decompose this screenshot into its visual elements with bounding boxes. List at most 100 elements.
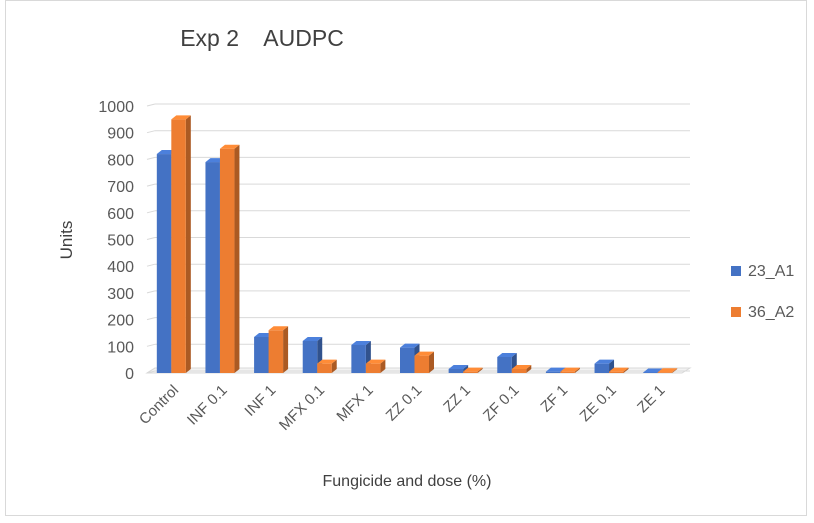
legend-label: 23_A1	[748, 263, 794, 280]
x-tick-label: ZF 1	[537, 382, 571, 416]
gridline-depth	[146, 210, 156, 214]
bar-top	[365, 359, 386, 364]
y-tick-label: 500	[107, 233, 134, 250]
bar-side	[185, 115, 191, 373]
bar-side	[526, 364, 532, 373]
bar-top	[594, 359, 615, 364]
x-tick-label: ZZ 0.1	[383, 382, 426, 425]
x-tick-label: INF 0.1	[184, 382, 231, 429]
bar-top	[609, 367, 629, 372]
bar-side	[672, 368, 678, 373]
bar-front	[365, 363, 381, 373]
bar-front	[448, 368, 464, 373]
bar-front	[643, 372, 658, 373]
legend-item: 36_A2	[731, 304, 794, 321]
bar-front	[171, 119, 186, 373]
x-tick-label: ZE 1	[634, 382, 668, 416]
bar-36_A2-ZZ-1	[463, 367, 483, 373]
x-tick-label: ZZ 1	[440, 382, 474, 416]
bar-front	[497, 356, 512, 373]
bar-top	[448, 364, 469, 369]
bar-36_A2-ZF-0.1	[511, 364, 532, 373]
y-tick-label: 800	[107, 152, 134, 169]
y-tick-label: 600	[107, 206, 134, 223]
x-tick-label: ZF 0.1	[480, 382, 523, 425]
y-tick-label: 700	[107, 179, 134, 196]
gridline-depth	[146, 343, 156, 347]
bar-side	[623, 367, 629, 373]
y-tick-label: 300	[107, 286, 134, 303]
bar-front	[317, 363, 332, 373]
bar-front	[302, 340, 318, 373]
bar-front	[511, 368, 527, 373]
legend-item: 23_A1	[731, 263, 794, 280]
bar-36_A2-ZE-1	[657, 368, 678, 373]
legend-swatch	[731, 307, 741, 317]
bar-side	[283, 326, 289, 373]
bar-36_A2-INF-1	[268, 326, 289, 373]
legend: 23_A1 36_A2	[731, 263, 794, 321]
bar-front	[268, 330, 284, 373]
bar-top	[560, 367, 580, 372]
x-tick-label: MFX 0.1	[276, 382, 328, 434]
bar-top	[643, 368, 663, 373]
y-tick-label: 0	[125, 366, 134, 383]
gridline-depth	[146, 130, 156, 134]
bar-front	[254, 336, 269, 373]
bar-36_A2-MFX-1	[365, 359, 386, 373]
bar-front	[351, 344, 366, 373]
bar-36_A2-MFX-0.1	[317, 359, 337, 373]
bar-top	[171, 115, 191, 120]
gridline-depth	[146, 237, 156, 240]
bar-36_A2-INF-0.1	[219, 144, 240, 373]
y-axis-label: Units	[57, 221, 76, 260]
bar-top	[497, 352, 517, 357]
bar-top	[657, 368, 678, 373]
bar-36_A2-Control	[171, 115, 191, 373]
x-tick-label: Control	[136, 382, 182, 428]
bar-front	[545, 371, 561, 373]
bar-side	[477, 367, 483, 373]
bar-side	[380, 359, 386, 373]
bar-side	[429, 351, 434, 373]
bar-top	[400, 343, 420, 348]
bar-front	[657, 372, 673, 373]
bar-front	[609, 371, 624, 373]
bars	[156, 115, 678, 373]
bar-side	[234, 144, 240, 373]
bar-front	[205, 162, 220, 373]
x-tick-label: INF 1	[241, 382, 279, 420]
bar-top	[302, 336, 323, 341]
chart-title: Exp 2 AUDPC	[180, 25, 344, 51]
bar-front	[560, 371, 575, 373]
x-tick-label: ZE 0.1	[577, 382, 620, 425]
bar-top	[219, 144, 240, 149]
legend-swatch	[731, 266, 741, 276]
bar-top	[545, 367, 566, 372]
gridline-depth	[146, 156, 156, 160]
bar-36_A2-ZZ-0.1	[414, 351, 434, 373]
y-tick-label: 100	[107, 339, 134, 356]
x-axis-label: Fungicide and dose (%)	[323, 473, 492, 490]
gridline-depth	[146, 263, 156, 267]
bar-front	[414, 355, 429, 373]
chart-frame	[5, 0, 807, 516]
bar-side	[574, 367, 580, 373]
bar-top	[317, 359, 337, 364]
bar-36_A2-ZE-0.1	[609, 367, 629, 373]
bar-front	[463, 371, 478, 373]
x-tick-label: MFX 1	[333, 382, 376, 425]
bar-front	[156, 154, 172, 373]
bar-top	[511, 364, 532, 369]
gridline-depth	[146, 103, 156, 107]
bar-top	[268, 326, 289, 331]
bar-side	[331, 359, 337, 373]
y-tick-label: 900	[107, 126, 134, 143]
gridline-depth	[146, 183, 156, 187]
gridline-depth	[146, 290, 156, 294]
gridline-depth	[146, 370, 156, 374]
bar-front	[594, 363, 610, 373]
bar-front	[219, 148, 235, 373]
